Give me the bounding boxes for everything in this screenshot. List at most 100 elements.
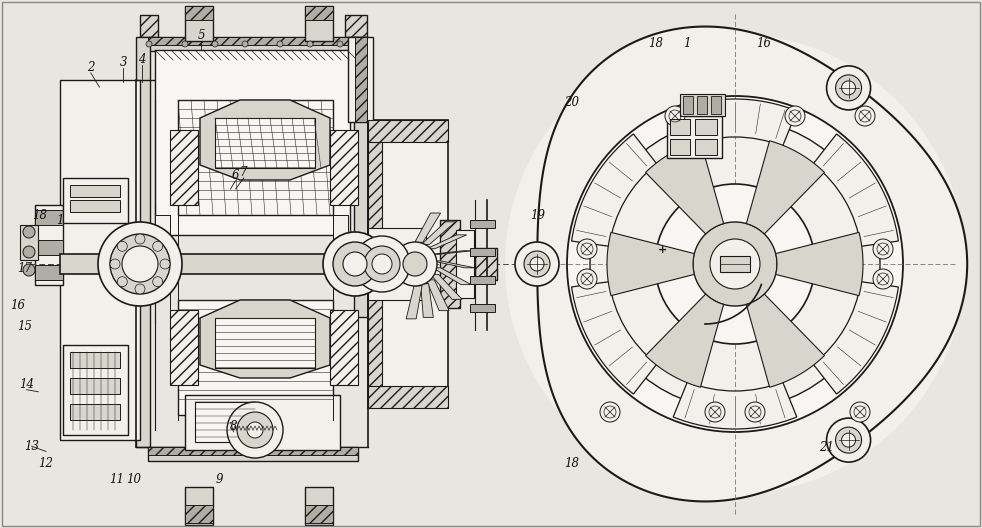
Polygon shape	[776, 232, 863, 296]
Bar	[70, 378, 120, 394]
Text: 4: 4	[138, 53, 145, 66]
Circle shape	[577, 239, 597, 259]
Bar	[70, 200, 120, 212]
Text: 20: 20	[564, 97, 579, 109]
Circle shape	[247, 422, 263, 438]
Polygon shape	[537, 26, 967, 502]
Circle shape	[827, 66, 871, 110]
Circle shape	[515, 242, 559, 286]
Wedge shape	[813, 134, 899, 247]
Circle shape	[836, 427, 861, 453]
Circle shape	[745, 402, 765, 422]
Bar	[440, 220, 460, 308]
Circle shape	[665, 106, 685, 126]
Bar	[185, 6, 213, 20]
Bar	[470, 220, 495, 228]
Text: 18: 18	[32, 209, 47, 222]
Circle shape	[110, 234, 170, 294]
Polygon shape	[430, 275, 463, 299]
Bar	[368, 120, 448, 142]
Polygon shape	[431, 251, 473, 254]
Text: 1: 1	[56, 214, 64, 227]
Bar	[333, 215, 348, 265]
Circle shape	[873, 269, 893, 289]
Bar	[330, 130, 358, 205]
Text: 6: 6	[232, 169, 240, 182]
Circle shape	[152, 241, 163, 251]
Circle shape	[372, 254, 392, 274]
Text: 10: 10	[126, 473, 141, 486]
Circle shape	[182, 41, 188, 47]
Circle shape	[98, 222, 182, 306]
Circle shape	[122, 246, 158, 282]
Bar	[368, 386, 448, 408]
Bar	[667, 116, 722, 158]
Text: 19: 19	[530, 209, 546, 222]
Circle shape	[403, 252, 427, 276]
Circle shape	[710, 239, 760, 289]
Bar	[355, 37, 367, 122]
Circle shape	[307, 41, 313, 47]
Bar	[35, 240, 63, 255]
Bar	[697, 96, 707, 114]
Bar	[345, 15, 367, 37]
Circle shape	[530, 257, 544, 271]
Text: 7: 7	[240, 166, 247, 179]
Bar	[60, 80, 140, 440]
Bar	[63, 178, 128, 223]
Bar	[185, 6, 213, 41]
Circle shape	[850, 402, 870, 422]
Bar	[35, 210, 63, 225]
Bar	[670, 139, 690, 155]
Polygon shape	[433, 268, 471, 285]
Bar	[136, 37, 150, 447]
Polygon shape	[645, 294, 724, 387]
Circle shape	[110, 259, 120, 269]
Circle shape	[505, 34, 965, 494]
Circle shape	[23, 226, 35, 238]
Polygon shape	[746, 141, 825, 234]
Circle shape	[323, 232, 387, 296]
Polygon shape	[421, 222, 456, 244]
Polygon shape	[407, 286, 422, 319]
Text: 3: 3	[120, 56, 128, 69]
Bar	[305, 505, 333, 523]
Circle shape	[23, 246, 35, 258]
Bar	[368, 135, 382, 390]
Bar	[368, 120, 448, 408]
Text: 16: 16	[756, 37, 772, 50]
Bar	[695, 139, 717, 155]
Circle shape	[842, 433, 855, 447]
Polygon shape	[426, 280, 449, 310]
Text: +: +	[658, 245, 668, 255]
Bar	[470, 248, 495, 256]
Circle shape	[117, 277, 128, 287]
Circle shape	[524, 251, 550, 277]
Text: 9: 9	[216, 473, 223, 486]
Bar	[140, 15, 158, 37]
Bar	[155, 50, 350, 235]
Text: 12: 12	[38, 457, 53, 470]
Bar	[170, 130, 198, 205]
Circle shape	[227, 402, 283, 458]
Text: 13: 13	[25, 440, 39, 452]
Bar	[215, 118, 315, 168]
Circle shape	[160, 259, 170, 269]
Text: 21: 21	[819, 441, 835, 454]
Circle shape	[842, 81, 855, 95]
Bar	[20, 225, 38, 260]
Bar	[305, 6, 333, 20]
Wedge shape	[572, 281, 657, 394]
Text: 18: 18	[648, 37, 664, 50]
Bar	[195, 402, 255, 442]
Circle shape	[567, 96, 903, 432]
Circle shape	[343, 252, 367, 276]
Text: 8: 8	[230, 420, 238, 433]
Bar	[70, 404, 120, 420]
Bar	[330, 310, 358, 385]
Wedge shape	[674, 382, 796, 429]
Circle shape	[600, 402, 620, 422]
Bar	[354, 37, 368, 317]
Bar	[720, 256, 750, 272]
Text: 15: 15	[17, 320, 32, 333]
